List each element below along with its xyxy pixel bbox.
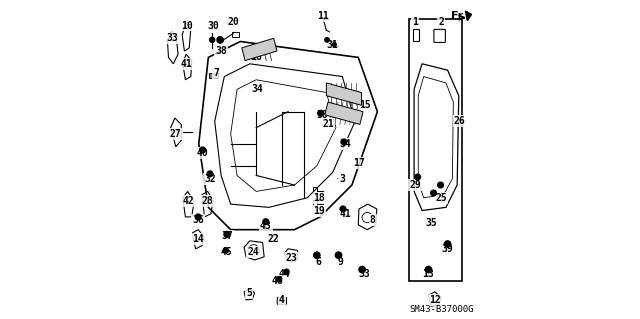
Circle shape [207, 171, 213, 177]
Text: 37: 37 [221, 231, 233, 241]
Circle shape [332, 43, 336, 47]
Circle shape [431, 190, 436, 196]
Text: 15: 15 [359, 100, 371, 110]
Text: 40: 40 [197, 148, 209, 158]
Text: 3: 3 [339, 174, 345, 184]
Text: 11: 11 [317, 11, 329, 21]
Text: 13: 13 [422, 269, 435, 279]
Circle shape [425, 266, 431, 273]
Text: Fr.: Fr. [451, 11, 467, 21]
Text: 1: 1 [412, 17, 418, 27]
Text: 25: 25 [435, 193, 447, 203]
Text: 5: 5 [246, 288, 252, 299]
Text: 19: 19 [314, 205, 325, 216]
Text: 7: 7 [213, 68, 220, 78]
Text: 31: 31 [326, 40, 338, 50]
Circle shape [341, 139, 347, 145]
Text: 23: 23 [285, 253, 297, 263]
Text: 41: 41 [340, 209, 351, 219]
Text: 21: 21 [323, 119, 335, 130]
Circle shape [314, 252, 320, 258]
Text: 9: 9 [338, 256, 344, 267]
Text: 38: 38 [317, 110, 328, 120]
Circle shape [359, 266, 365, 273]
Text: 6: 6 [316, 256, 321, 267]
Text: 34: 34 [251, 84, 262, 94]
Circle shape [200, 147, 205, 153]
Text: 36: 36 [192, 215, 204, 225]
Circle shape [224, 232, 230, 237]
Text: 28: 28 [202, 196, 214, 206]
Text: 8: 8 [370, 215, 376, 225]
Text: 18: 18 [314, 193, 325, 203]
Circle shape [210, 37, 215, 42]
Text: 34: 34 [340, 138, 351, 149]
Text: 4: 4 [279, 295, 285, 305]
Text: 33: 33 [358, 269, 370, 279]
Text: 39: 39 [441, 244, 453, 254]
Polygon shape [324, 102, 363, 124]
Circle shape [318, 110, 323, 116]
Circle shape [438, 182, 444, 188]
Text: 41: 41 [180, 59, 193, 69]
Text: 35: 35 [425, 218, 437, 228]
Text: 12: 12 [429, 295, 441, 305]
Text: 32: 32 [204, 174, 216, 184]
Text: 46: 46 [272, 276, 284, 286]
Polygon shape [242, 38, 277, 61]
Circle shape [263, 219, 269, 225]
Text: 43: 43 [260, 221, 271, 232]
Text: SM43-B37000G: SM43-B37000G [410, 305, 474, 314]
Circle shape [284, 269, 289, 274]
FancyBboxPatch shape [209, 73, 218, 78]
Polygon shape [326, 83, 362, 105]
Text: 45: 45 [221, 247, 233, 257]
Text: 17: 17 [353, 158, 365, 168]
Polygon shape [465, 11, 472, 21]
Circle shape [195, 214, 201, 220]
FancyArrowPatch shape [460, 15, 464, 20]
Circle shape [444, 241, 451, 247]
FancyBboxPatch shape [277, 297, 287, 304]
Text: 2: 2 [438, 17, 444, 27]
Circle shape [415, 174, 420, 180]
Text: 20: 20 [227, 17, 239, 27]
Text: 14: 14 [192, 234, 204, 244]
Text: 33: 33 [167, 33, 179, 43]
Text: 26: 26 [454, 116, 465, 126]
Circle shape [335, 252, 342, 258]
Circle shape [223, 248, 228, 253]
Circle shape [340, 206, 346, 212]
Text: 22: 22 [268, 234, 280, 244]
Text: 24: 24 [247, 247, 259, 257]
Text: 10: 10 [180, 20, 193, 31]
Text: 29: 29 [409, 180, 421, 190]
Circle shape [324, 38, 329, 42]
Text: 27: 27 [170, 129, 182, 139]
Text: 38: 38 [215, 46, 227, 56]
Circle shape [217, 37, 223, 43]
Text: 42: 42 [182, 196, 195, 206]
Circle shape [276, 277, 282, 282]
Text: 16: 16 [250, 52, 261, 63]
Text: 30: 30 [207, 20, 219, 31]
Text: 44: 44 [279, 269, 291, 279]
